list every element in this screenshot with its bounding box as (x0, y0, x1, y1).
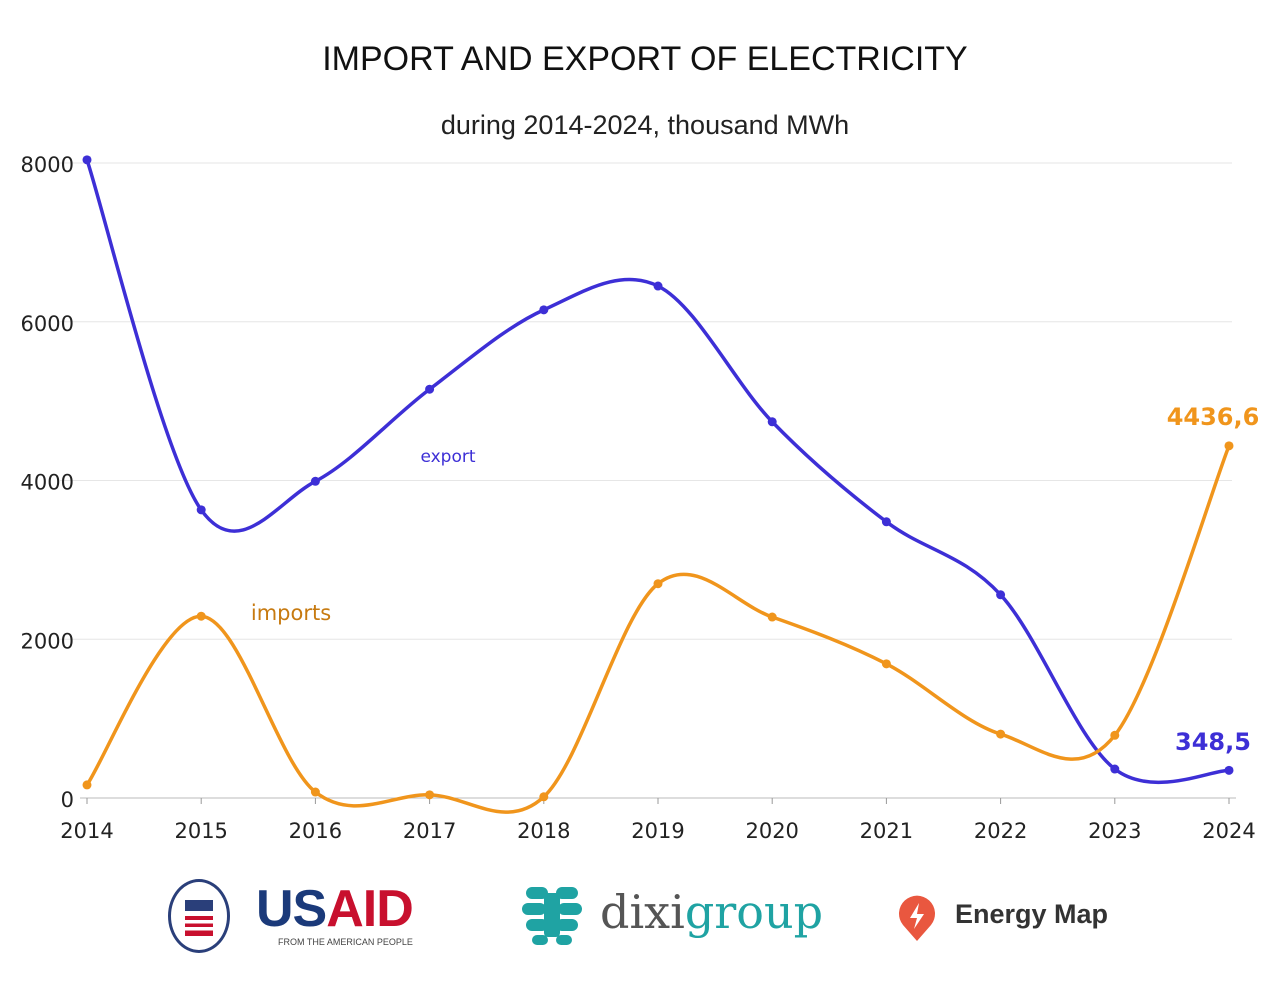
x-tick-label: 2016 (289, 819, 342, 843)
x-tick-label: 2023 (1088, 819, 1141, 843)
x-tick-label: 2021 (860, 819, 913, 843)
energy-map-pin-icon (899, 895, 935, 941)
data-point-export (1110, 764, 1120, 774)
series-line-export (85, 159, 1230, 785)
y-tick-label: 4000 (21, 471, 74, 495)
line-chart: 0 2000 4000 6000 8000 2014 2015 2016 2017 2018 201… (21, 153, 1260, 843)
x-tick-label: 2017 (403, 819, 456, 843)
chart-subtitle: during 2014-2024, thousand MWh (440, 110, 850, 140)
series-line-imports (85, 445, 1231, 814)
x-tick-label: 2022 (974, 819, 1027, 843)
x-tick-label: 2019 (631, 819, 684, 843)
chart-title: IMPORT AND EXPORT OF ELECTRICITY (322, 40, 968, 78)
data-point-imports (196, 611, 206, 621)
data-point-export (425, 384, 435, 394)
dixigroup-icon (522, 887, 582, 945)
data-point-imports (310, 787, 320, 797)
usaid-tagline: FROM THE AMERICAN PEOPLE (278, 937, 413, 947)
usaid-logo: USAID (256, 880, 414, 938)
data-point-imports (881, 659, 891, 669)
data-point-imports (767, 612, 777, 622)
data-point-export (310, 476, 320, 486)
x-tick-label: 2014 (60, 819, 113, 843)
data-point-export (82, 155, 92, 165)
data-point-export (767, 417, 777, 427)
end-value-label-export: 348,5 (1175, 728, 1251, 756)
x-tick-label: 2024 (1202, 819, 1255, 843)
data-point-imports (539, 792, 549, 802)
dixigroup-logo: dixigroup (600, 885, 824, 939)
data-point-imports (996, 729, 1006, 739)
series-label-imports: imports (251, 601, 331, 625)
y-tick-label: 8000 (21, 153, 74, 177)
data-point-imports (1224, 441, 1234, 451)
logos-bar: USAID FROM THE AMERICAN PEOPLE dixigroup… (0, 875, 1280, 965)
data-point-export (881, 517, 891, 527)
x-tick-label: 2018 (517, 819, 570, 843)
data-point-imports (653, 579, 663, 589)
energy-map-logo: Energy Map (955, 899, 1109, 929)
y-tick-label: 6000 (21, 312, 74, 336)
y-tick-label: 0 (61, 788, 74, 812)
series-label-export: export (420, 447, 475, 467)
data-point-imports (82, 780, 92, 790)
x-tick-label: 2020 (745, 819, 798, 843)
data-point-export (996, 590, 1006, 600)
y-tick-label: 2000 (21, 629, 74, 653)
data-point-export (1224, 765, 1234, 775)
end-value-label-imports: 4436,6 (1167, 403, 1260, 431)
data-point-export (196, 505, 206, 515)
data-point-imports (1110, 730, 1120, 740)
data-point-export (539, 305, 549, 315)
x-tick-label: 2015 (174, 819, 227, 843)
usaid-seal-logo (168, 879, 230, 953)
data-point-imports (425, 790, 435, 800)
data-point-export (653, 281, 663, 291)
